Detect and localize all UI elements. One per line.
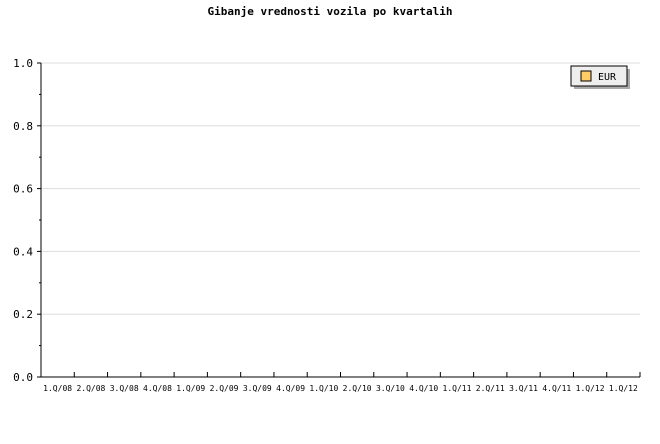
chart-title: Gibanje vrednosti vozila po kvartalih xyxy=(207,5,452,18)
x-tick-label: 2.Q/08 xyxy=(76,384,105,393)
y-tick-label: 1.0 xyxy=(13,57,33,70)
x-tick-label: 4.Q/11 xyxy=(542,384,571,393)
x-tick-label: 3.Q/11 xyxy=(509,384,538,393)
x-tick-label: 2.Q/11 xyxy=(476,384,505,393)
y-tick-label: 0.6 xyxy=(13,183,33,196)
y-tick-label: 0.8 xyxy=(13,120,33,133)
x-tick-label: 1.Q/11 xyxy=(443,384,472,393)
x-tick-label: 1.Q/12 xyxy=(609,384,638,393)
y-tick-label: 0.2 xyxy=(13,308,33,321)
x-tick-label: 1.Q/09 xyxy=(176,384,205,393)
y-tick-label: 0.0 xyxy=(13,371,33,384)
legend-label-eur: EUR xyxy=(598,72,617,83)
x-tick-label: 1.Q/10 xyxy=(309,384,338,393)
x-tick-label: 2.Q/10 xyxy=(343,384,372,393)
x-tick-label: 4.Q/08 xyxy=(143,384,172,393)
y-tick-label: 0.4 xyxy=(13,245,33,258)
x-tick-label: 1.Q/12 xyxy=(576,384,605,393)
legend-swatch-eur xyxy=(580,70,592,82)
x-tick-label: 4.Q/10 xyxy=(409,384,438,393)
x-tick-label: 3.Q/09 xyxy=(243,384,272,393)
x-tick-label: 4.Q/09 xyxy=(276,384,305,393)
x-tick-label: 1.Q/08 xyxy=(43,384,72,393)
x-tick-label: 2.Q/09 xyxy=(210,384,239,393)
x-tick-label: 3.Q/08 xyxy=(110,384,139,393)
legend: EUR xyxy=(570,65,630,89)
x-tick-label: 3.Q/10 xyxy=(376,384,405,393)
